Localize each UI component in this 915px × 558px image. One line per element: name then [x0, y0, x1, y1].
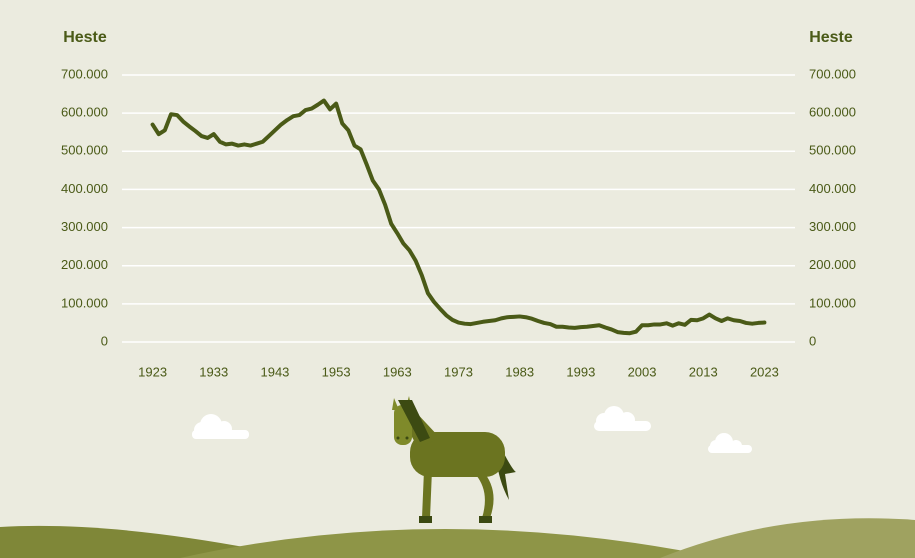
y2-tick-label: 0 [809, 333, 816, 348]
y-tick-label: 400.000 [61, 181, 108, 196]
x-tick-label: 1953 [322, 364, 351, 379]
y-tick-label: 300.000 [61, 219, 108, 234]
cloud [192, 406, 752, 453]
y2-tick-label: 600.000 [809, 105, 856, 120]
y-tick-label: 200.000 [61, 257, 108, 272]
x-tick-label: 1963 [383, 364, 412, 379]
y2-tick-label: 300.000 [809, 219, 856, 234]
y2-axis-title: Heste [809, 29, 853, 46]
y2-tick-label: 700.000 [809, 66, 856, 81]
y2-tick-label: 100.000 [809, 295, 856, 310]
y-tick-label: 0 [101, 333, 108, 348]
x-tick-label: 1973 [444, 364, 473, 379]
horse [392, 396, 516, 523]
y2-tick-label: 200.000 [809, 257, 856, 272]
x-tick-label: 1993 [566, 364, 595, 379]
x-tick-label: 2023 [750, 364, 779, 379]
y2-tick-label: 400.000 [809, 181, 856, 196]
y2-tick-label: 500.000 [809, 143, 856, 158]
hill [180, 529, 720, 558]
x-tick-label: 2013 [689, 364, 718, 379]
hill [660, 518, 915, 558]
x-tick-label: 1983 [505, 364, 534, 379]
x-tick-label: 2003 [628, 364, 657, 379]
y-axis-title: Heste [63, 29, 107, 46]
y-tick-label: 700.000 [61, 66, 108, 81]
x-tick-label: 1933 [199, 364, 228, 379]
x-tick-label: 1923 [138, 364, 167, 379]
y-tick-label: 100.000 [61, 295, 108, 310]
y-tick-label: 600.000 [61, 105, 108, 120]
scenery [0, 396, 915, 558]
y-tick-label: 500.000 [61, 143, 108, 158]
x-tick-label: 1943 [260, 364, 289, 379]
data-line [150, 98, 767, 336]
